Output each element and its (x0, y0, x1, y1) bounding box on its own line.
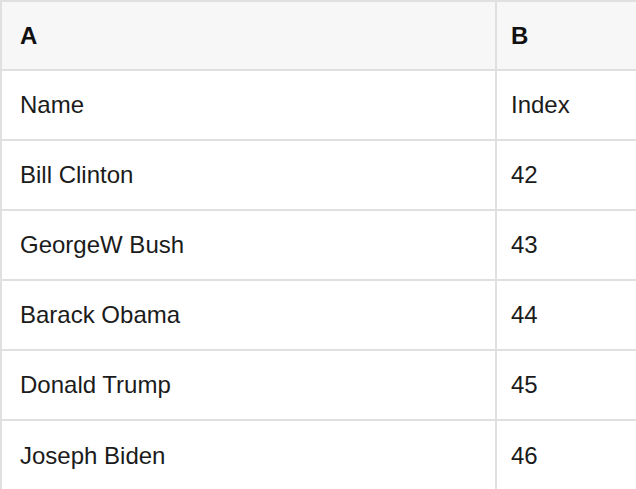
cell-a2[interactable]: Bill Clinton (2, 141, 497, 209)
cell-b1-index-label[interactable]: Index (497, 71, 636, 139)
column-header-a[interactable]: A (2, 2, 497, 69)
column-header-row: A B (2, 2, 636, 71)
cell-a1-name-label[interactable]: Name (2, 71, 497, 139)
column-header-b[interactable]: B (497, 2, 636, 69)
table-row: GeorgeW Bush 43 (2, 211, 636, 281)
cell-b5[interactable]: 45 (497, 351, 636, 419)
table-row: Donald Trump 45 (2, 351, 636, 421)
cell-b4[interactable]: 44 (497, 281, 636, 349)
spreadsheet-grid: A B Name Index Bill Clinton 42 GeorgeW B… (0, 0, 636, 489)
cell-a5[interactable]: Donald Trump (2, 351, 497, 419)
cell-b3[interactable]: 43 (497, 211, 636, 279)
cell-a3[interactable]: GeorgeW Bush (2, 211, 497, 279)
cell-a4[interactable]: Barack Obama (2, 281, 497, 349)
cell-b2[interactable]: 42 (497, 141, 636, 209)
table-row: Joseph Biden 46 (2, 421, 636, 489)
cell-a6[interactable]: Joseph Biden (2, 421, 497, 489)
cell-b6[interactable]: 46 (497, 421, 636, 489)
table-row: Bill Clinton 42 (2, 141, 636, 211)
table-row: Barack Obama 44 (2, 281, 636, 351)
table-row: Name Index (2, 71, 636, 141)
